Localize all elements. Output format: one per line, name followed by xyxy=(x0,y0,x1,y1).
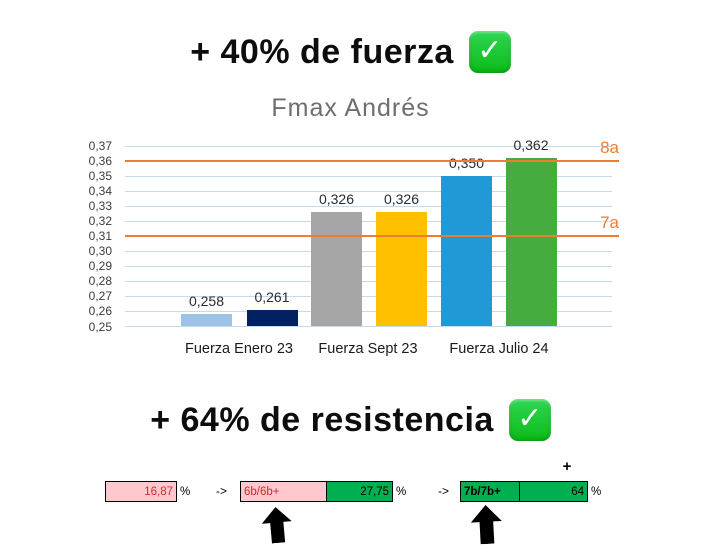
bar-value-label: 0,261 xyxy=(254,288,290,305)
plus-sign: + xyxy=(562,458,572,475)
chart-bar xyxy=(441,176,492,327)
chart-gridline xyxy=(125,145,612,147)
reference-line xyxy=(125,160,619,163)
progress-bar-group: 16,87% xyxy=(105,481,190,502)
strength-title-text: + 40% de fuerza xyxy=(190,32,454,71)
chart-gridline xyxy=(125,235,612,237)
progress-bar: 16,87 xyxy=(105,481,177,502)
progress-bar-cell: 7b/7b+ xyxy=(461,482,519,501)
chart-gridline xyxy=(125,190,612,192)
chart-gridline xyxy=(125,310,612,312)
resistance-title-text: + 64% de resistencia xyxy=(150,400,494,439)
bar-value-label: 0,362 xyxy=(513,137,549,154)
bar-value-label: 0,326 xyxy=(383,191,420,208)
y-axis-tick-label: 0,36 xyxy=(88,154,112,169)
x-axis-category-label: Fuerza Sept 23 xyxy=(318,341,418,357)
up-arrow-icon xyxy=(260,506,293,544)
chart-gridline xyxy=(125,220,612,222)
chart-gridline xyxy=(125,175,612,177)
progress-bar: 7b/7b+ 64 xyxy=(460,481,588,502)
chart-bar xyxy=(311,212,362,327)
chart-gridline xyxy=(125,205,612,207)
check-mark-emoji: ✓ xyxy=(508,399,551,441)
y-axis-tick-label: 0,32 xyxy=(88,214,112,229)
flow-arrow-text: -> xyxy=(216,484,228,498)
y-axis-tick-label: 0,30 xyxy=(88,244,112,259)
y-axis-tick-label: 0,25 xyxy=(88,319,112,334)
y-axis-tick-label: 0,37 xyxy=(88,139,112,153)
percent-sign: % xyxy=(180,485,191,498)
y-axis-tick-label: 0,35 xyxy=(88,169,112,184)
y-axis-tick-label: 0,33 xyxy=(88,199,112,214)
progress-bar: 6b/6b+ 27,75 xyxy=(240,481,393,502)
progress-bar-group: 7b/7b+ 64% xyxy=(460,481,601,502)
chart-gridline xyxy=(125,326,612,327)
bar-value-label: 0,258 xyxy=(188,293,225,310)
chart-title: Fmax Andrés xyxy=(271,94,430,122)
y-axis-tick-label: 0,26 xyxy=(88,304,112,319)
check-glyph: ✓ xyxy=(517,401,543,436)
check-glyph: ✓ xyxy=(477,33,503,68)
chart-gridline xyxy=(125,265,612,267)
resistance-title: + 64% de resistencia ✓ xyxy=(0,394,701,446)
y-axis-tick-label: 0,31 xyxy=(88,229,112,244)
strength-title: + 40% de fuerza ✓ xyxy=(0,26,701,78)
y-axis-tick-label: 0,29 xyxy=(88,259,112,274)
chart-bar xyxy=(505,158,557,327)
bar-value-label: 0,326 xyxy=(318,191,355,208)
reference-line-label: 8a xyxy=(600,138,619,158)
progress-bar-group: 6b/6b+ 27,75% xyxy=(240,481,406,502)
percent-sign: % xyxy=(396,485,407,498)
reference-line xyxy=(125,235,619,238)
x-axis-category-label: Fuerza Julio 24 xyxy=(449,341,549,357)
flow-arrow-text: -> xyxy=(438,484,450,498)
progress-bar-cell: 27,75 xyxy=(326,482,392,501)
y-axis-tick-label: 0,34 xyxy=(88,184,112,199)
progress-bar-cell: 6b/6b+ xyxy=(241,482,326,501)
x-axis-category-label: Fuerza Enero 23 xyxy=(184,341,293,357)
progress-bar-cell: 16,87 xyxy=(106,482,176,501)
y-axis-tick-label: 0,27 xyxy=(88,289,112,304)
chart-gridline xyxy=(125,250,612,252)
progress-bar-cell: 64 xyxy=(519,482,587,501)
bar-value-label: 0,350 xyxy=(448,155,485,172)
chart-bar xyxy=(246,309,298,327)
chart-bar xyxy=(376,212,427,327)
chart-gridline xyxy=(125,280,612,282)
check-mark-emoji: ✓ xyxy=(468,31,511,73)
chart-gridline xyxy=(125,160,612,162)
up-arrow-icon xyxy=(470,504,503,545)
chart-gridline xyxy=(125,295,612,297)
y-axis-tick-label: 0,28 xyxy=(88,274,112,289)
chart-bar xyxy=(181,314,232,327)
reference-line-label: 7a xyxy=(600,213,619,233)
percent-sign: % xyxy=(591,485,602,498)
